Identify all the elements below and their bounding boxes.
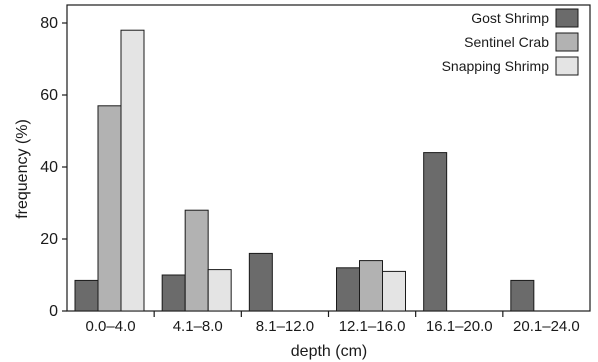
legend-label: Sentinel Crab (464, 34, 549, 50)
legend-swatch (555, 32, 579, 52)
y-axis-label: frequency (%) (14, 119, 31, 219)
legend-swatch (555, 56, 579, 76)
bar-sentinel-crab (359, 260, 383, 312)
x-tick-label: 20.1–24.0 (513, 318, 580, 335)
plot-frame (66, 4, 591, 312)
y-tick-label: 0 (49, 303, 58, 320)
x-axis-label: depth (cm) (291, 343, 367, 360)
y-tick-label: 80 (40, 15, 58, 32)
x-tick-label: 16.1–20.0 (426, 318, 493, 335)
bar-gost-shrimp (248, 252, 273, 312)
legend-label: Gost Shrimp (471, 10, 549, 26)
bar-snapping-shrimp (207, 269, 232, 312)
bar-gost-shrimp (161, 274, 186, 312)
bar-sentinel-crab (97, 105, 122, 312)
bar-gost-shrimp (74, 279, 99, 312)
x-tick-label: 12.1–16.0 (339, 318, 406, 335)
legend-swatch (555, 8, 579, 28)
y-tick-label: 20 (40, 231, 58, 248)
x-tick-label: 8.1–12.0 (256, 318, 314, 335)
x-tick-label: 4.1–8.0 (173, 318, 223, 335)
plot-area: 0 20 40 60 80 0.0–4.0 4.1–8.0 8.1–12.0 12.1–16.0… (40, 4, 591, 335)
y-tick-label: 60 (40, 87, 58, 104)
bar-snapping-shrimp (382, 270, 406, 312)
legend-label: Snapping Shrimp (442, 58, 550, 74)
bar-gost-shrimp (336, 267, 360, 312)
bar-sentinel-crab (184, 209, 209, 312)
x-tick-label: 0.0–4.0 (86, 318, 136, 335)
bar-snapping-shrimp (120, 29, 145, 312)
y-tick-label: 40 (40, 159, 58, 176)
bar-gost-shrimp (510, 279, 535, 312)
bar-gost-shrimp (423, 152, 448, 312)
